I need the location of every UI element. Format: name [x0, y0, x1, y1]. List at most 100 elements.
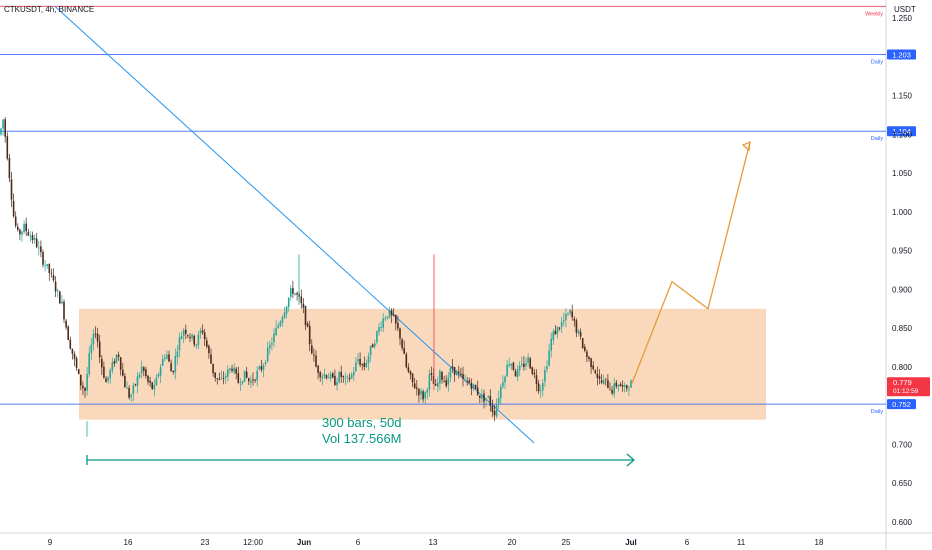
candle-body-291 — [611, 389, 613, 394]
x-tick-11: 11 — [737, 538, 746, 547]
candle-body-151 — [317, 365, 319, 373]
candle-body-278 — [584, 346, 586, 351]
candle-body-262 — [550, 338, 552, 351]
candle-body-295 — [619, 384, 622, 387]
candle-body-30 — [63, 301, 65, 320]
candle-body-65 — [136, 376, 139, 386]
x-tick-7: 20 — [508, 538, 517, 547]
candle-body-98 — [206, 340, 208, 347]
candle-body-9 — [19, 229, 21, 235]
candle-body-199 — [418, 388, 420, 396]
candle-body-113 — [237, 373, 240, 384]
candle-body-285 — [598, 376, 601, 379]
measure-tool[interactable]: 300 bars, 50d Vol 137.566M — [86, 415, 635, 467]
candle-body-146 — [306, 323, 309, 327]
y-tick-7: 0.850 — [892, 324, 913, 333]
candle-body-248 — [521, 364, 523, 366]
x-tick-9: Jul — [625, 538, 637, 547]
level-badge-text-3: 0.752 — [892, 400, 911, 409]
level-label-1: Daily — [871, 59, 883, 65]
candle-body-27 — [56, 290, 59, 292]
candle-body-158 — [332, 373, 334, 378]
y-tick-4: 1.000 — [892, 208, 913, 217]
candle-body-162 — [340, 371, 342, 378]
candle-body-147 — [308, 325, 311, 345]
candle-body-152 — [319, 372, 321, 377]
candle-body-297 — [623, 385, 626, 388]
candle-body-51 — [107, 376, 109, 381]
candle-body-234 — [491, 405, 494, 412]
candle-body-251 — [527, 356, 529, 363]
projection-arrowhead — [741, 141, 751, 152]
candle-body-21 — [44, 265, 46, 267]
candle-body-289 — [607, 380, 609, 388]
candle-body-108 — [227, 369, 229, 377]
candle-body-207 — [434, 384, 437, 386]
candle-body-70 — [147, 375, 149, 382]
y-tick-9: 0.700 — [892, 440, 913, 449]
candle-body-235 — [493, 411, 496, 416]
time-axis[interactable]: 9 16 23 12:00 Jun 6 13 20 25 Jul 6 11 18 — [48, 538, 824, 547]
candle-body-203 — [426, 389, 429, 393]
candle-body-17 — [35, 238, 38, 248]
y-tick-1: 1.150 — [892, 92, 913, 101]
candle-body-64 — [134, 384, 137, 386]
y-tick-6: 0.900 — [892, 285, 913, 294]
candle-body-293 — [615, 382, 618, 387]
candle-body-83 — [174, 356, 177, 373]
level-badge-text-2: 1.104 — [892, 127, 911, 136]
candle-body-253 — [531, 367, 534, 374]
candle-body-12 — [25, 223, 27, 232]
candle-body-10 — [21, 231, 23, 235]
candle-body-149 — [313, 354, 315, 356]
projection-path[interactable] — [631, 141, 751, 384]
candle-body-270 — [567, 313, 569, 315]
candle-body-157 — [329, 374, 332, 379]
current-price-tag: 0.779 01:12:59 — [887, 377, 930, 397]
candle-body-282 — [592, 365, 594, 370]
candle-body-245 — [514, 371, 517, 377]
candle-body-56 — [117, 354, 120, 357]
candle-body-176 — [369, 345, 372, 356]
candle-body-29 — [61, 301, 63, 304]
candle-body-131 — [275, 327, 277, 336]
candle-body-19 — [40, 246, 42, 253]
candle-body-286 — [600, 380, 603, 383]
candle-body-210 — [441, 372, 443, 380]
candle-body-52 — [109, 370, 111, 378]
candle-body-228 — [479, 395, 481, 398]
candle-body-133 — [279, 321, 282, 327]
candle-body-170 — [357, 359, 359, 362]
candle-body-43 — [90, 344, 93, 354]
candle-body-0 — [0, 128, 2, 135]
candle-body-26 — [54, 281, 57, 292]
candle-body-178 — [374, 343, 376, 347]
candle-body-76 — [159, 366, 162, 376]
candle-body-205 — [430, 372, 433, 375]
candle-body-79 — [166, 354, 168, 359]
candle-body-101 — [212, 363, 214, 374]
candle-body-163 — [342, 376, 345, 378]
x-tick-2: 23 — [201, 538, 210, 547]
candle-body-246 — [516, 369, 519, 378]
candle-body-141 — [296, 292, 298, 295]
measure-volume-label: Vol 137.566M — [322, 431, 402, 446]
candle-body-94 — [197, 334, 200, 346]
candle-body-261 — [548, 350, 550, 366]
bar-countdown: 01:12:59 — [893, 388, 919, 395]
candle-body-181 — [380, 326, 382, 328]
candle-body-129 — [271, 343, 273, 345]
candle-body-105 — [220, 377, 223, 379]
candle-body-236 — [495, 404, 498, 417]
candle-body-284 — [596, 374, 599, 378]
candle-body-119 — [250, 380, 252, 383]
candle-body-57 — [119, 357, 122, 370]
candle-body-63 — [132, 385, 135, 394]
candle-body-244 — [512, 362, 515, 370]
candle-body-87 — [182, 330, 185, 336]
range-zone[interactable] — [79, 308, 766, 420]
candle-body-18 — [38, 247, 40, 249]
candle-body-118 — [248, 378, 250, 382]
price-axis[interactable]: 1.250 1.150 1.100 1.050 1.000 0.950 0.900 0.850… — [892, 14, 913, 527]
